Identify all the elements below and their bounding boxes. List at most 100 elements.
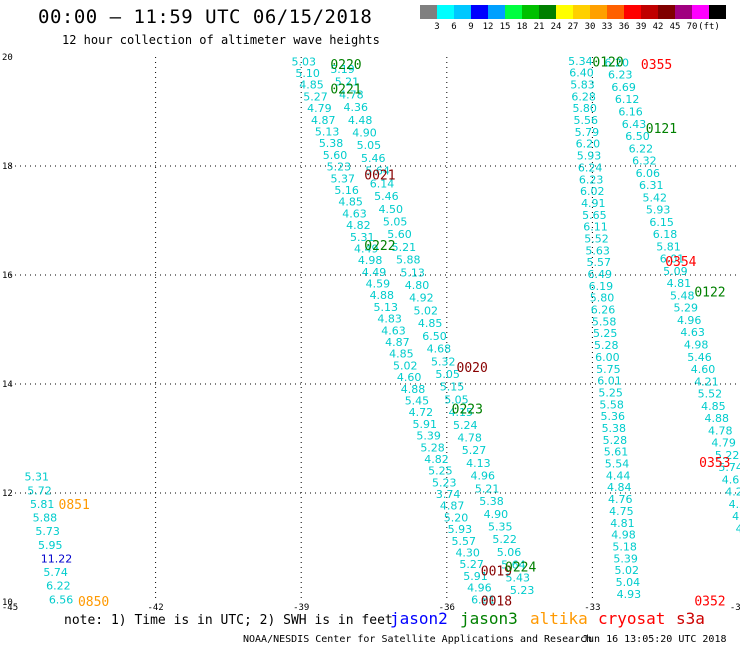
swh-value: 4.96 (467, 582, 492, 595)
swh-value: 5.23 (327, 161, 352, 174)
swh-value: 4.63 (381, 324, 406, 337)
swh-value: 5.81 (656, 240, 681, 253)
legend-label: 70 (686, 22, 698, 32)
swh-value: 4.80 (405, 279, 430, 292)
swh-value: 4.50 (732, 510, 740, 523)
legend-swatch (658, 5, 675, 19)
swh-value: 5.22 (492, 533, 517, 546)
swh-value: 5.25 (593, 327, 618, 340)
swh-value: 4.85 (299, 79, 324, 92)
satellite-name: altika (530, 609, 588, 628)
legend-label: 30 (584, 22, 596, 32)
swh-value: 4.96 (677, 314, 702, 327)
swh-value: 5.10 (295, 67, 320, 80)
swh-value: 5.48 (670, 289, 695, 302)
pass-time-label: 0121 (646, 122, 677, 137)
swh-value: 6.32 (632, 155, 657, 168)
y-tick-label: 14 (2, 380, 13, 390)
swh-value: 5.52 (698, 388, 723, 401)
swh-value: 5.18 (612, 540, 637, 553)
pass-time-label: 0020 (457, 361, 488, 376)
pass-time-label: 0353 (699, 456, 730, 471)
satellite-name: cryosat (598, 609, 666, 628)
swh-value: 4.82 (346, 219, 371, 232)
swh-value: 5.39 (416, 430, 441, 443)
pass-time-label: 0018 (481, 594, 512, 609)
swh-value: 4.81 (610, 517, 635, 530)
swh-value: 3.74 (436, 488, 461, 501)
pass-time-label: 0120 (592, 55, 623, 70)
swh-value: 4.93 (617, 588, 642, 601)
x-tick-label: -30 (730, 603, 740, 613)
swh-value: 5.23 (510, 584, 534, 597)
pass-time-label: 0354 (665, 255, 696, 270)
swh-value: 4.36 (343, 101, 368, 114)
swh-value: 6.15 (649, 216, 674, 229)
swh-value: 5.31 (25, 471, 49, 484)
swh-value: 5.25 (598, 386, 623, 399)
swh-value: 4.85 (389, 348, 414, 361)
swh-value: 5.91 (413, 418, 438, 431)
legend-swatch (573, 5, 590, 19)
pass-time-label: 0352 (694, 594, 725, 609)
swh-value: 5.57 (452, 535, 477, 548)
x-tick-label: -42 (147, 603, 163, 613)
swh-value: 6.81 (471, 593, 496, 606)
swh-value: 5.75 (596, 363, 621, 376)
swh-value: 4.49 (354, 242, 379, 255)
legend-swatch (471, 5, 488, 19)
swh-value: 5.57 (586, 256, 611, 269)
swh-value: 4.15 (449, 406, 474, 419)
swh-value: 6.26 (591, 304, 616, 317)
swh-value: 5.05 (357, 139, 382, 152)
swh-value: 6.12 (615, 93, 640, 106)
swh-value: 5.88 (33, 512, 58, 525)
swh-value: 5.23 (432, 476, 457, 489)
swh-value: 5.15 (440, 381, 465, 394)
pass-time-label: 0851 (59, 498, 90, 513)
swh-value: 5.24 (453, 419, 478, 432)
swh-value: 4.30 (455, 546, 480, 559)
legend-swatch (709, 5, 726, 19)
legend-label: 24 (550, 22, 562, 32)
swh-value: 6.49 (588, 268, 613, 281)
swh-value: 6.31 (639, 179, 664, 192)
legend-swatch (675, 5, 692, 19)
swh-value: 5.46 (361, 152, 386, 165)
swh-value: 4.72 (409, 406, 434, 419)
swh-value: 5.61 (604, 446, 629, 459)
pass-time-label: 0223 (452, 403, 483, 418)
legend-label: 9 (468, 22, 474, 32)
satellite-name: jason3 (460, 609, 518, 628)
swh-value: 5.64 (501, 559, 526, 572)
satellite-name: jason2 (390, 609, 448, 628)
swh-value: 4.76 (608, 493, 633, 506)
legend-swatch (505, 5, 522, 19)
swh-value: 6.00 (595, 351, 620, 364)
swh-value: 5.13 (373, 301, 398, 314)
legend-label: 12 (482, 22, 494, 32)
swh-value: 5.06 (497, 546, 521, 559)
swh-value: 5.38 (479, 495, 504, 508)
swh-value: 5.04 (616, 576, 641, 589)
satellite-name: s3a (676, 609, 705, 628)
swh-value: 4.79 (711, 437, 736, 450)
swh-value: 6.20 (576, 138, 601, 151)
swh-value: 5.21 (475, 482, 500, 495)
pass-time-label: 0221 (330, 83, 361, 98)
swh-value: 5.32 (431, 355, 456, 368)
legend-label: 21 (533, 22, 545, 32)
swh-value: 5.64 (365, 165, 390, 178)
swh-value: 4.85 (701, 400, 726, 413)
legend-swatch (437, 5, 454, 19)
swh-value: 5.52 (584, 232, 609, 245)
swh-value: 5.21 (392, 241, 417, 254)
swh-value: 5.93 (577, 150, 602, 163)
swh-value: 6.23 (579, 173, 604, 186)
swh-value: 4.49 (362, 266, 387, 279)
swh-value: 5.27 (459, 558, 484, 571)
pass-time-label: 0850 (78, 595, 109, 610)
swh-value: 6.01 (660, 253, 685, 266)
swh-value: 5.88 (396, 254, 421, 267)
swh-value: 5.29 (674, 302, 699, 315)
